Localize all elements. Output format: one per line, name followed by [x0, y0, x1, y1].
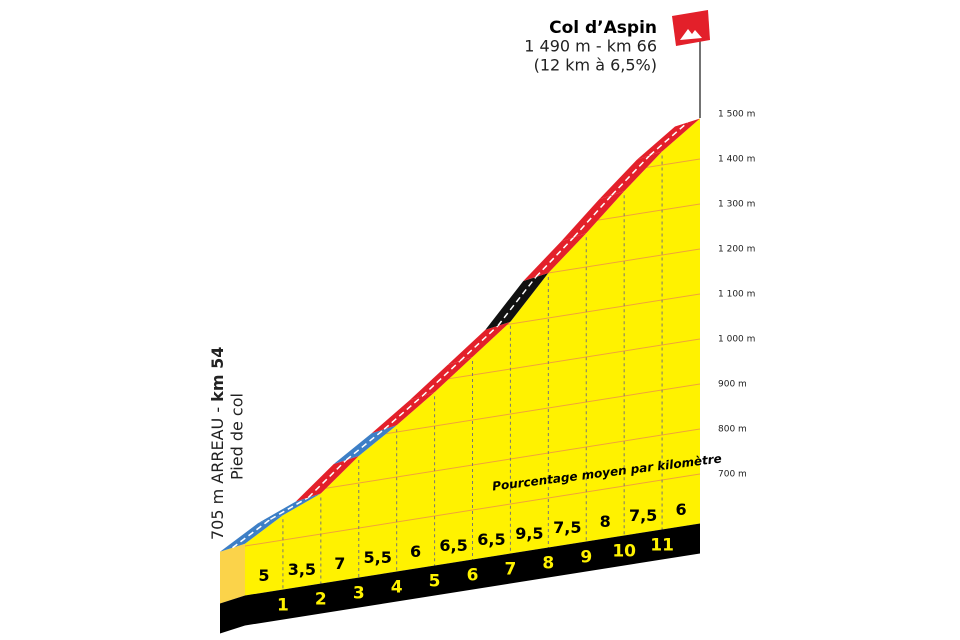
gradient-label: 8 — [600, 512, 611, 531]
note: (12 km à 6,5%) — [534, 56, 657, 75]
road-centre — [535, 236, 575, 278]
y-tick-label: 1 300 m — [718, 200, 755, 210]
gradient-label: 3,5 — [288, 560, 316, 579]
base-band — [245, 523, 700, 626]
x-tick-label: 4 — [391, 578, 403, 598]
x-tick-label: 5 — [429, 572, 441, 592]
start-km: km 54 — [208, 347, 227, 402]
x-tick-label: 2 — [315, 590, 327, 610]
road-centre — [611, 154, 651, 196]
gradient-label: 7,5 — [553, 518, 581, 537]
gradient-segment — [561, 191, 625, 242]
gradient-label: 6 — [675, 500, 686, 519]
road-centre — [383, 395, 423, 430]
gradient-label: 6,5 — [477, 530, 505, 549]
road-centre — [307, 459, 347, 499]
x-tick-label: 7 — [504, 560, 516, 580]
y-tick-label: 1 200 m — [718, 245, 755, 255]
x-tick-label: 1 — [277, 596, 289, 616]
y-tick-label: 1 100 m — [718, 290, 755, 300]
y-tick-label: 1 400 m — [718, 155, 755, 165]
x-tick-label: 3 — [353, 584, 365, 604]
summit-flag — [672, 10, 710, 118]
road-centre — [497, 276, 537, 327]
y-tick-label: 1 500 m — [718, 110, 755, 120]
left-base — [220, 595, 245, 634]
subtitle: 1 490 m - km 66 — [524, 37, 657, 56]
road-centre — [232, 518, 271, 549]
gradient-label: 6 — [410, 542, 421, 561]
road-centre — [649, 121, 688, 157]
road-centre — [345, 428, 385, 461]
y-tick-label: 900 m — [718, 380, 747, 390]
gradient-segment — [295, 456, 359, 502]
y-tick-label: 1 000 m — [718, 335, 755, 345]
gradient-label: 9,5 — [515, 524, 543, 543]
gradient-label: 6,5 — [439, 536, 467, 555]
road-centre — [421, 360, 461, 397]
gradient-segment — [599, 151, 663, 200]
start-note: Pied de col — [228, 393, 247, 480]
x-tick-label: 10 — [612, 542, 636, 562]
gradient-label: 5,5 — [364, 548, 392, 567]
x-tick-label: 6 — [467, 566, 479, 586]
road-centre — [459, 325, 499, 362]
chart-title: Col d’Aspin — [549, 18, 657, 38]
gradient-label: 5 — [258, 566, 269, 585]
x-tick-label: 11 — [650, 536, 674, 556]
y-tick-label: 800 m — [718, 425, 747, 435]
start-label: 705 m ARREAU - km 54 — [208, 347, 227, 540]
x-tick-label: 9 — [580, 548, 592, 568]
gradient-segment — [523, 233, 587, 281]
y-tick-label: 700 m — [718, 470, 747, 480]
gradient-label: 7,5 — [629, 506, 657, 525]
start-place: 705 m ARREAU - — [208, 402, 227, 540]
x-tick-label: 8 — [542, 554, 554, 574]
left-face — [220, 543, 245, 604]
gradient-label: 7 — [334, 554, 345, 573]
road-centre — [270, 496, 309, 520]
